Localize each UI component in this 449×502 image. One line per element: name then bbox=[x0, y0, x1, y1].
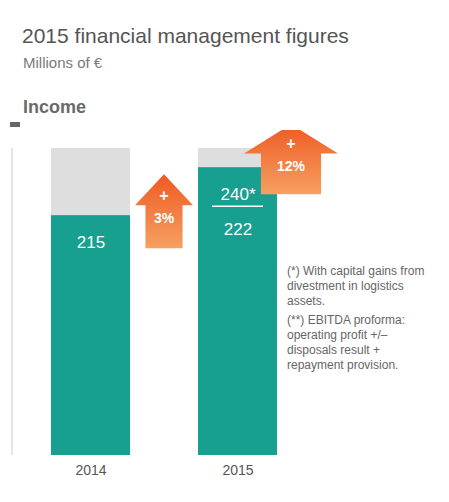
html-text:(**) EBITDA proforma: operatin: (**) EBITDA proforma: operating profit +… bbox=[287, 313, 405, 372]
html-text:2015 financial management figu: 2015 financial management figures bbox=[22, 24, 349, 47]
svg-text:2015: 2015 bbox=[222, 462, 253, 478]
svg-text:222: 222 bbox=[224, 220, 252, 239]
svg-text:+: + bbox=[286, 135, 295, 152]
html-text:(*) With capital gains from di: (*) With capital gains from divestment i… bbox=[287, 264, 425, 308]
html-text:Income: Income bbox=[23, 97, 86, 117]
svg-text:215: 215 bbox=[77, 233, 105, 252]
svg-text:240*: 240* bbox=[221, 185, 256, 204]
svg-text:3%: 3% bbox=[154, 210, 175, 226]
html-text:Millions of €: Millions of € bbox=[23, 54, 103, 71]
svg-text:12%: 12% bbox=[277, 158, 306, 174]
svg-text:+: + bbox=[159, 187, 168, 204]
svg-text:2014: 2014 bbox=[75, 462, 106, 478]
